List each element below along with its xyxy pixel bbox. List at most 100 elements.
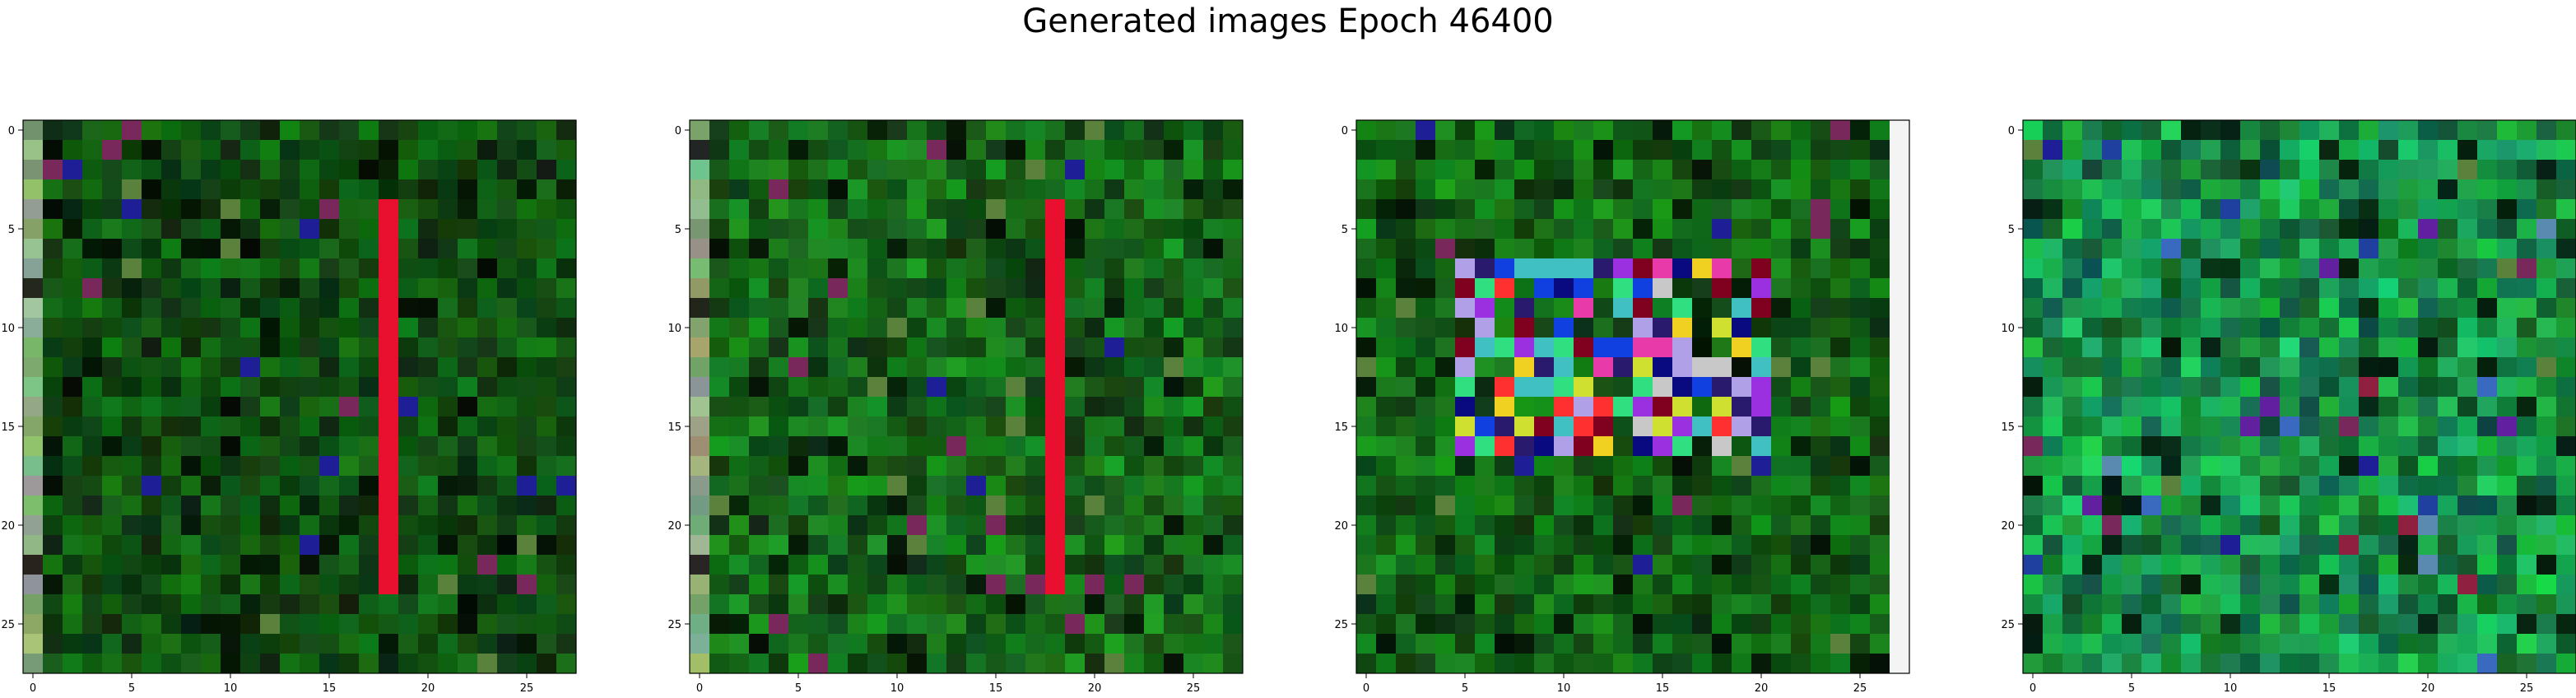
pixel [1183,614,1204,635]
pixel [1183,258,1204,279]
pixel [556,160,577,180]
pixel [1085,239,1105,259]
pixel [2280,258,2300,279]
pixel [1811,436,1831,457]
pixel [379,416,399,437]
pixel [82,357,103,378]
pixel [788,377,809,398]
pixel [1672,298,1693,319]
pixel [2260,456,2281,477]
pixel [1653,298,1673,319]
pixel [1223,140,1244,161]
pixel [2280,278,2300,299]
pixel [497,278,518,299]
pixel [1633,397,1653,417]
pixel [1455,219,1476,240]
pixel [438,397,458,417]
pixel [240,298,261,319]
pixel [1006,258,1026,279]
pixel [379,515,399,536]
pixel [161,416,182,437]
pixel [1653,239,1673,259]
pixel [43,140,63,161]
pixel [887,614,908,635]
pixel [181,298,202,319]
pixel [1850,436,1871,457]
pixel [556,298,577,319]
pixel [556,496,577,516]
pixel [2418,575,2439,595]
pixel [966,594,987,615]
pixel [1376,199,1397,220]
pixel [749,357,770,378]
pixel [477,357,498,378]
pixel [986,456,1007,477]
pixel [1811,219,1831,240]
pixel [2141,436,2162,457]
pixel [867,555,888,575]
pixel [729,160,750,180]
pixel [2339,377,2360,398]
pixel [2043,278,2063,299]
pixel [788,436,809,457]
pixel [2418,436,2439,457]
pixel [1593,318,1614,338]
pixel [2398,456,2419,477]
pixel [2339,258,2360,279]
pixel [1416,278,1436,299]
pixel [2536,140,2557,161]
pixel [2418,594,2439,615]
pixel [1416,594,1436,615]
pixel [2141,594,2162,615]
pixel [1870,456,1890,477]
pixel [1890,456,1910,477]
pixel [1850,476,1871,496]
pixel [1104,219,1125,240]
pixel [1203,436,1224,457]
pixel [2043,337,2063,358]
pixel [808,397,829,417]
pixel [1811,298,1831,319]
pixel [1692,436,1713,457]
pixel [517,634,537,654]
pixel [23,535,44,556]
image-pixels [2023,120,2576,674]
pixel [1712,436,1732,457]
pixel [2220,654,2241,674]
x-tick-label: 15 [2323,682,2337,695]
pixel [1554,357,1574,378]
pixel [1514,535,1535,556]
pixel [1104,496,1125,516]
pixel [907,337,928,358]
pixel [1144,179,1165,200]
pixel [398,278,419,299]
pixel [2497,456,2518,477]
pixel [2082,436,2103,457]
pixel [1396,575,1416,595]
pixel [1712,120,1732,141]
pixel [808,357,829,378]
pixel [966,120,987,141]
pixel [2556,397,2576,417]
pixel [477,120,498,141]
pixel [2141,160,2162,180]
pixel [63,298,83,319]
pixel [690,318,710,338]
pixel [887,199,908,220]
pixel [339,496,360,516]
pixel [1534,258,1555,279]
pixel [966,179,987,200]
pixel [2438,535,2458,556]
pixel [986,179,1007,200]
pixel [2062,594,2083,615]
pixel [1613,594,1634,615]
pixel [102,160,123,180]
pixel [1593,239,1614,259]
pixel [1712,239,1732,259]
pixel [2082,278,2103,299]
pixel [142,219,162,240]
pixel [1065,199,1086,220]
pixel [102,614,123,635]
pixel [359,140,379,161]
